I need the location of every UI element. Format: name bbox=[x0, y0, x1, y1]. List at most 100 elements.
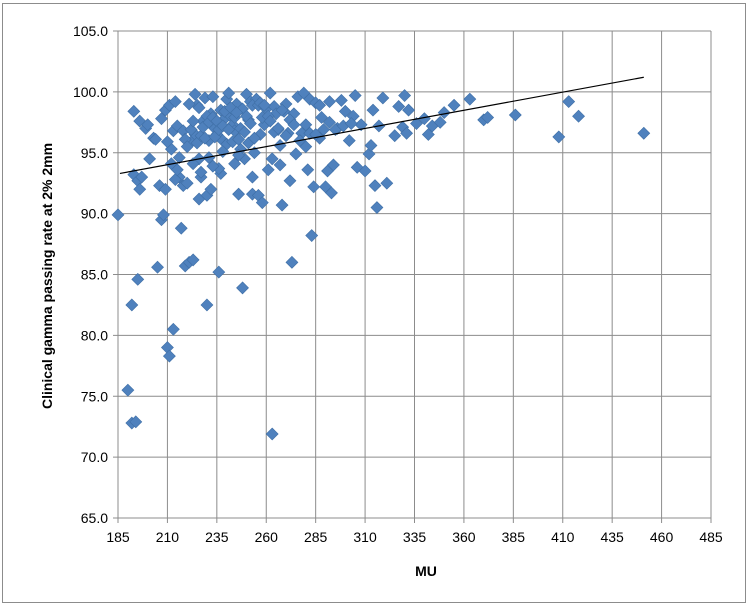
x-tick-label: 185 bbox=[106, 529, 130, 545]
data-point bbox=[129, 415, 143, 429]
x-tick-label: 360 bbox=[452, 529, 476, 545]
data-point bbox=[186, 253, 200, 267]
data-point bbox=[222, 123, 236, 137]
x-tick-labels: 185 210 235 260 285 310 335 360 385 410 435 460 485 bbox=[106, 529, 723, 545]
data-point bbox=[206, 159, 220, 173]
data-point bbox=[366, 103, 380, 117]
x-tick-label: 485 bbox=[699, 529, 723, 545]
data-point bbox=[111, 208, 125, 222]
data-point bbox=[141, 118, 155, 132]
data-point bbox=[348, 89, 362, 102]
data-point bbox=[155, 112, 168, 126]
data-point bbox=[323, 115, 336, 129]
data-point bbox=[133, 182, 147, 196]
data-point bbox=[463, 92, 477, 106]
data-point bbox=[301, 163, 315, 177]
data-point bbox=[437, 106, 451, 119]
data-point bbox=[255, 196, 269, 210]
data-point bbox=[245, 170, 259, 184]
data-point bbox=[198, 131, 212, 145]
data-point bbox=[354, 118, 368, 132]
data-point bbox=[572, 109, 585, 123]
data-point bbox=[212, 265, 226, 279]
y-tick-labels: 65.0 70.0 75.0 80.0 85.0 90.0 95.0 100.0 105.0 bbox=[73, 23, 108, 526]
data-point bbox=[299, 118, 313, 132]
data-point bbox=[159, 182, 172, 196]
data-point bbox=[204, 182, 218, 196]
data-point bbox=[376, 91, 390, 105]
data-point bbox=[305, 229, 319, 242]
data-point bbox=[232, 187, 246, 201]
data-point bbox=[400, 126, 414, 140]
x-tick-label: 410 bbox=[551, 529, 575, 545]
x-tick-label: 435 bbox=[600, 529, 624, 545]
y-tick-label: 75.0 bbox=[81, 388, 108, 404]
y-tick-label: 65.0 bbox=[81, 510, 108, 526]
y-tick-label: 85.0 bbox=[81, 267, 108, 283]
data-point bbox=[265, 152, 279, 166]
x-tick-label: 335 bbox=[403, 529, 427, 545]
gridlines bbox=[117, 30, 712, 519]
trendline-line bbox=[119, 76, 644, 175]
data-point bbox=[166, 322, 180, 336]
data-point bbox=[149, 132, 162, 146]
data-point bbox=[273, 139, 287, 152]
data-point bbox=[160, 135, 174, 149]
x-tick-label: 210 bbox=[156, 529, 180, 545]
data-point bbox=[135, 170, 149, 184]
data-point bbox=[552, 130, 566, 144]
data-point bbox=[323, 95, 336, 109]
x-axis-title: MU bbox=[415, 563, 437, 579]
data-point bbox=[287, 118, 301, 132]
data-point bbox=[127, 104, 141, 118]
data-point bbox=[232, 132, 246, 146]
y-tick-label: 95.0 bbox=[81, 145, 108, 161]
data-point bbox=[421, 128, 435, 141]
data-point bbox=[180, 140, 194, 154]
data-point bbox=[247, 131, 261, 145]
data-point bbox=[637, 126, 651, 140]
y-tick-label: 70.0 bbox=[81, 449, 108, 465]
data-point bbox=[186, 114, 200, 128]
data-point bbox=[368, 179, 382, 193]
y-tick-label: 80.0 bbox=[81, 327, 108, 343]
data-point bbox=[263, 114, 277, 128]
data-points bbox=[111, 86, 651, 441]
data-point bbox=[271, 121, 285, 135]
data-point bbox=[168, 95, 182, 109]
data-point bbox=[131, 272, 145, 286]
data-point bbox=[315, 111, 329, 124]
data-point bbox=[206, 90, 220, 104]
data-point bbox=[358, 164, 372, 178]
data-point bbox=[364, 139, 378, 152]
data-point bbox=[200, 298, 214, 312]
data-point bbox=[327, 158, 340, 172]
data-point bbox=[194, 165, 208, 179]
data-point bbox=[143, 152, 157, 166]
data-point bbox=[184, 123, 198, 137]
data-point bbox=[244, 117, 257, 130]
x-tick-label: 310 bbox=[353, 529, 377, 545]
data-point bbox=[125, 298, 139, 312]
data-point bbox=[151, 260, 164, 274]
data-point bbox=[170, 163, 184, 177]
x-tick-label: 235 bbox=[205, 529, 229, 545]
data-point bbox=[370, 201, 384, 214]
data-point bbox=[265, 427, 279, 441]
data-point bbox=[157, 208, 170, 222]
data-point bbox=[285, 255, 299, 269]
x-tick-label: 285 bbox=[304, 529, 328, 545]
data-point bbox=[402, 103, 415, 117]
data-point bbox=[334, 93, 348, 107]
data-point bbox=[481, 111, 495, 124]
data-point bbox=[238, 125, 251, 139]
data-point bbox=[338, 104, 352, 118]
data-point bbox=[236, 281, 249, 295]
data-point bbox=[388, 129, 402, 143]
data-point bbox=[398, 89, 412, 102]
data-point bbox=[168, 173, 182, 186]
data-point bbox=[188, 87, 202, 101]
data-point bbox=[433, 115, 447, 129]
chart-frame bbox=[2, 3, 746, 603]
